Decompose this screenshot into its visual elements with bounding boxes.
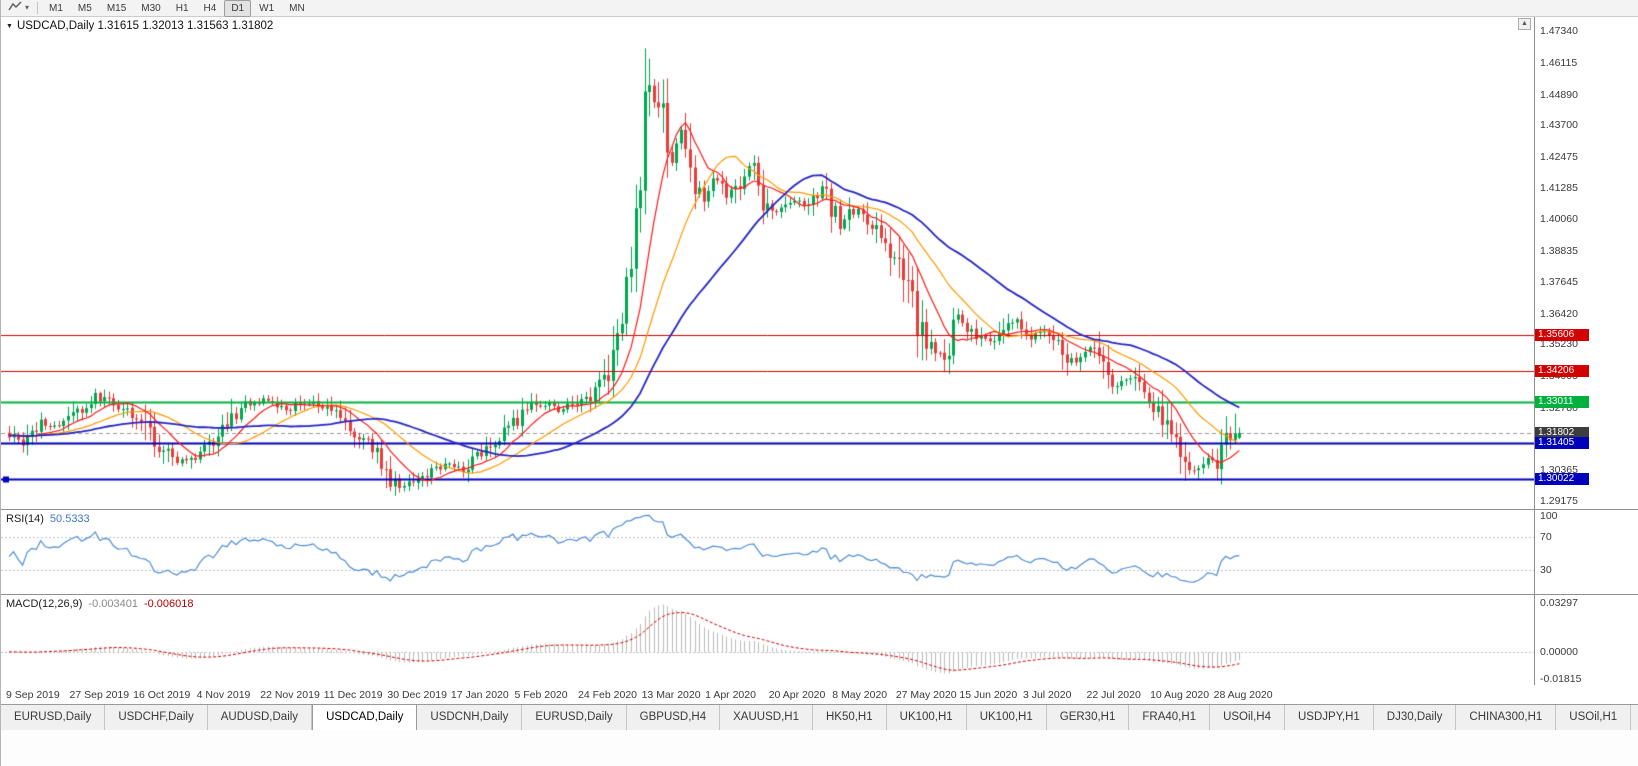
macd-signal-value: -0.006018: [143, 598, 194, 610]
current-price-tag: 1.31802: [1535, 426, 1589, 439]
date-axis-label: 27 Sep 2019: [69, 689, 130, 701]
rsi-name: RSI(14): [6, 513, 44, 525]
symbol-tab-uk100-h1[interactable]: UK100,H1: [886, 705, 967, 730]
rsi-axis-label: 100: [1540, 510, 1558, 522]
date-axis-label: 30 Dec 2019: [387, 689, 447, 701]
timeframe-button-h4[interactable]: H4: [203, 2, 217, 14]
macd-indicator-label: MACD(12,26,9) -0.003401 -0.006018: [6, 598, 194, 610]
price-axis-label: 1.47340: [1540, 25, 1578, 38]
symbol-tab-usdcnh-daily[interactable]: USDCNH,Daily: [417, 705, 523, 730]
date-axis-label: 9 Sep 2019: [6, 689, 60, 701]
symbol-tab-dj30-daily[interactable]: DJ30,Daily: [1373, 705, 1457, 730]
date-axis-label: 16 Oct 2019: [133, 689, 191, 701]
symbol-tab-ger30-h1[interactable]: GER30,H1: [1046, 705, 1130, 730]
price-axis-label: 1.44890: [1540, 88, 1578, 101]
symbol-tab-hk50-h1[interactable]: HK50,H1: [812, 705, 887, 730]
timeframe-button-m1[interactable]: M1: [49, 2, 63, 14]
price-axis-label: 1.35230: [1540, 338, 1578, 351]
price-axis-separator: [1534, 17, 1535, 685]
timeframe-button-m5[interactable]: M5: [77, 2, 92, 14]
date-axis-label: 24 Feb 2020: [578, 689, 637, 701]
price-axis-label: 1.37645: [1540, 275, 1578, 288]
timeframe-button-h1[interactable]: H1: [175, 2, 189, 14]
symbol-marker-icon: ▼: [6, 22, 13, 30]
macd-name: MACD(12,26,9): [6, 598, 83, 610]
date-axis-label: 4 Nov 2019: [196, 689, 251, 701]
hline-price-tag[interactable]: 1.33011: [1535, 395, 1589, 408]
price-axis-label: 1.46115: [1540, 56, 1578, 69]
symbol-tab-eurusd-daily[interactable]: EURUSD,Daily: [1, 705, 106, 730]
price-axis-label: 1.42475: [1540, 150, 1578, 163]
hline-price-tag[interactable]: 1.35606: [1535, 328, 1589, 341]
date-axis-label: 10 Aug 2020: [1150, 689, 1210, 701]
chart-ohlc-text: USDCAD,Daily 1.31615 1.32013 1.31563 1.3…: [16, 20, 274, 32]
hline-price-tag[interactable]: 1.34206: [1535, 364, 1589, 377]
macd-axis-label: 0.03297: [1540, 596, 1578, 609]
date-axis-label: 15 Jun 2020: [959, 689, 1018, 701]
timeframe-button-m15[interactable]: M15: [106, 2, 127, 14]
date-axis-label: 3 Jul 2020: [1022, 689, 1072, 701]
symbol-tab-eurusd-daily[interactable]: EURUSD,Daily: [522, 705, 627, 730]
chart-tab-bar: EURUSD,Daily USDCHF,Daily AUDUSD,Daily USDC…: [1, 704, 1638, 730]
date-axis-label: 27 May 2020: [895, 689, 957, 701]
date-axis-label: 22 Jul 2020: [1086, 689, 1141, 701]
price-axis-label: 1.30365: [1540, 464, 1578, 477]
symbol-tab-usoil-h4[interactable]: USOil,H4: [1210, 705, 1285, 730]
rsi-value: 50.5333: [49, 513, 90, 525]
date-axis-label: 8 May 2020: [832, 689, 888, 701]
chart-cursor-icon: [8, 0, 23, 17]
chart-toolbar: ▾ M1 M5 M15 M30 H1 H4 D1 W1 MN: [1, 0, 1638, 17]
price-axis-label: 1.41285: [1540, 181, 1578, 194]
date-axis-label: 5 Feb 2020: [514, 689, 568, 701]
rsi-axis-label: 30: [1540, 564, 1552, 577]
date-axis-label: 13 Mar 2020: [641, 689, 701, 701]
symbol-tab-usdcad-daily[interactable]: USDCAD,Daily: [312, 705, 418, 730]
symbol-tab-usdchf-daily[interactable]: USDCHF,Daily: [105, 705, 208, 730]
hline-price-tag[interactable]: 1.31405: [1535, 437, 1589, 450]
cursor-tool-button[interactable]: ▾: [4, 1, 33, 16]
macd-axis-label: -0.01815: [1540, 672, 1582, 685]
price-axis-label: 1.40060: [1540, 213, 1578, 226]
toolbar-separator: [37, 2, 39, 14]
axis-scroll-up-button[interactable]: ▲: [1518, 18, 1531, 30]
symbol-tab-usoil-h1[interactable]: USOil,H1: [1556, 705, 1632, 730]
chart-region: ▼ USDCAD,Daily 1.31615 1.32013 1.31563 1…: [1, 17, 1638, 704]
date-axis-label: 11 Dec 2019: [323, 689, 383, 701]
timeframe-button-group: M1 M5 M15 M30 H1 H4 D1 W1 MN: [42, 0, 313, 17]
hline-price-tag[interactable]: 1.30022: [1535, 472, 1589, 485]
symbol-tab-xauusd-h1[interactable]: XAUUSD,H1: [720, 705, 813, 730]
symbol-tab-usdjpy-h1[interactable]: USDJPY,H1: [1285, 705, 1374, 730]
timeframe-button-mn[interactable]: MN: [289, 2, 305, 14]
timeframe-button-d1[interactable]: D1: [224, 0, 252, 17]
date-axis-label: 17 Jan 2020: [450, 689, 509, 701]
timeframe-button-m30[interactable]: M30: [141, 2, 161, 14]
date-axis-label: 1 Apr 2020: [705, 689, 756, 701]
date-axis: 9 Sep 2019 27 Sep 2019 16 Oct 2019 4 Nov 20…: [1, 685, 1638, 704]
symbol-tab-audusd-daily[interactable]: AUDUSD,Daily: [207, 705, 313, 730]
macd-axis-label: 0.00000: [1540, 646, 1578, 658]
date-axis-label: 20 Apr 2020: [768, 689, 826, 701]
panel-separator-rsi[interactable]: [1, 509, 1638, 510]
price-chart-canvas[interactable]: [1, 17, 1534, 685]
symbol-tab-fra40-h1[interactable]: FRA40,H1: [1129, 705, 1211, 730]
macd-main-value: -0.003401: [88, 598, 138, 610]
price-axis-label: 1.43700: [1540, 119, 1578, 132]
price-axis-label: 1.36420: [1540, 307, 1578, 320]
panel-separator-macd[interactable]: [1, 594, 1638, 595]
timeframe-button-w1[interactable]: W1: [259, 2, 275, 14]
chart-title: ▼ USDCAD,Daily 1.31615 1.32013 1.31563 1…: [6, 20, 273, 32]
rsi-indicator-label: RSI(14) 50.5333: [6, 513, 90, 525]
dropdown-caret-icon: ▾: [25, 3, 30, 12]
symbol-tab-china300-h1[interactable]: CHINA300,H1: [1456, 705, 1557, 730]
date-axis-label: 28 Aug 2020: [1213, 689, 1273, 701]
symbol-tab-uk100-h1[interactable]: UK100,H1: [966, 705, 1047, 730]
bottom-filler: [1, 730, 1638, 766]
date-axis-label: 22 Nov 2019: [260, 689, 320, 701]
symbol-tab-gbpusd-h4[interactable]: GBPUSD,H4: [626, 705, 721, 730]
price-axis-label: 1.38835: [1540, 245, 1578, 258]
rsi-axis-label: 70: [1540, 530, 1552, 543]
price-axis-label: 1.29175: [1540, 494, 1578, 507]
